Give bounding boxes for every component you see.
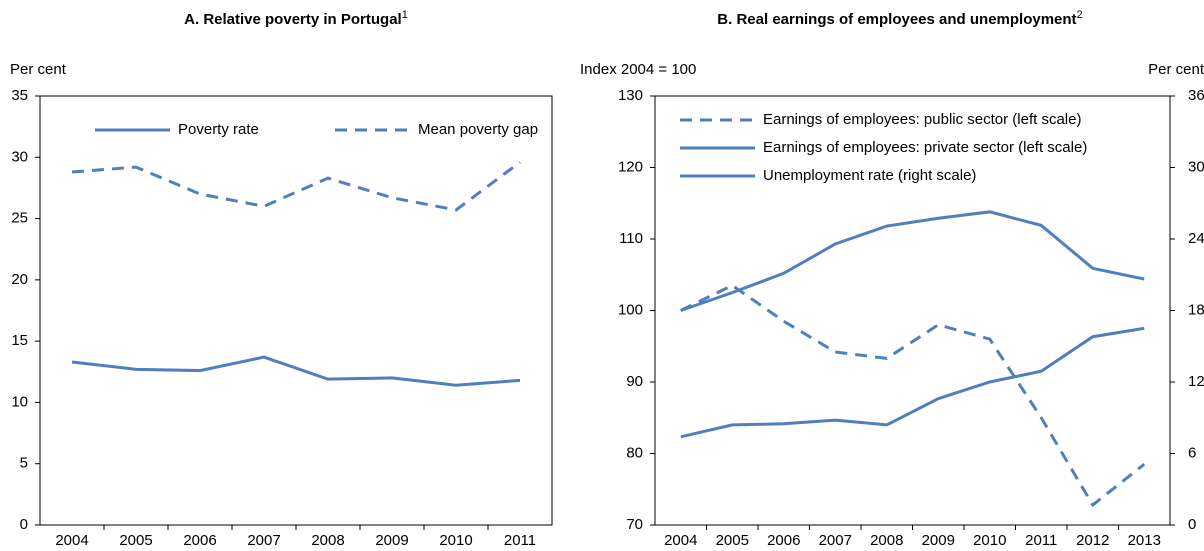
series-line [680, 283, 1146, 508]
x-tick-label: 2011 [504, 532, 536, 549]
legend-label: Mean poverty gap [418, 121, 538, 138]
x-tick-label: 2005 [716, 532, 749, 549]
series-line [71, 355, 521, 387]
y-tick-label: 30 [11, 148, 28, 165]
x-tick-label: 2005 [119, 532, 152, 549]
x-tick-label: 2008 [311, 532, 344, 549]
legend-label: Earnings of employees: private sector (l… [763, 139, 1087, 156]
x-tick-label: 2007 [247, 532, 280, 549]
legend-label: Unemployment rate (right scale) [763, 167, 976, 184]
y-axis-label: Per cent [10, 61, 67, 78]
plot-frame [654, 95, 1171, 526]
x-tick-label: 2012 [1076, 532, 1109, 549]
x-tick-label: 2011 [1025, 532, 1057, 549]
x-tick-label: 2009 [922, 532, 955, 549]
y-tick-label: 70 [626, 516, 643, 533]
x-tick-label: 2004 [664, 532, 697, 549]
y-tick-label: 120 [618, 158, 643, 175]
x-tick-label: 2006 [183, 532, 216, 549]
x-tick-label: 2010 [973, 532, 1006, 549]
x-tick-label: 2013 [1128, 532, 1161, 549]
y-tick-label: 10 [11, 393, 28, 410]
y-tick-label: 130 [618, 87, 643, 104]
series-line [71, 160, 521, 212]
title-superscript: 1 [402, 9, 408, 21]
y-tick-label: 5 [20, 455, 28, 472]
y-tick-label: 35 [11, 87, 28, 104]
x-tick-label: 2006 [767, 532, 800, 549]
y-tick-label: 100 [618, 301, 643, 318]
x-tick-label: 2004 [55, 532, 88, 549]
title-text: A. Relative poverty in Portugal [184, 11, 402, 28]
y2-tick-label: 12 [1188, 373, 1204, 390]
y2-tick-label: 6 [1188, 444, 1196, 461]
y-tick-label: 110 [619, 230, 643, 247]
y-tick-label: 80 [626, 444, 643, 461]
y-tick-label: 20 [11, 271, 28, 288]
plot-frame [39, 95, 553, 526]
y2-tick-label: 0 [1188, 516, 1196, 533]
chart-title: B. Real earnings of employees and unempl… [717, 9, 1082, 28]
x-tick-label: 2007 [819, 532, 852, 549]
legend-label: Earnings of employees: public sector (le… [763, 111, 1081, 128]
y-axis-label: Index 2004 = 100 [580, 61, 696, 78]
x-tick-label: 2008 [870, 532, 903, 549]
x-tick-label: 2009 [375, 532, 408, 549]
y-tick-label: 0 [20, 516, 28, 533]
y2-tick-label: 24 [1188, 230, 1204, 247]
y2-tick-label: 18 [1188, 301, 1204, 318]
y-tick-label: 90 [626, 373, 643, 390]
y2-tick-label: 36 [1188, 87, 1204, 104]
y-tick-label: 25 [11, 210, 28, 227]
series-line [680, 326, 1145, 439]
legend-label: Poverty rate [178, 121, 259, 138]
title-superscript: 2 [1077, 9, 1083, 21]
y-tick-label: 15 [11, 332, 28, 349]
chart-title: A. Relative poverty in Portugal1 [184, 9, 408, 28]
y2-tick-label: 30 [1188, 158, 1204, 175]
series-line [680, 210, 1145, 312]
x-tick-label: 2010 [439, 532, 472, 549]
title-text: B. Real earnings of employees and unempl… [717, 11, 1076, 28]
y2-axis-label: Per cent [1148, 61, 1204, 78]
